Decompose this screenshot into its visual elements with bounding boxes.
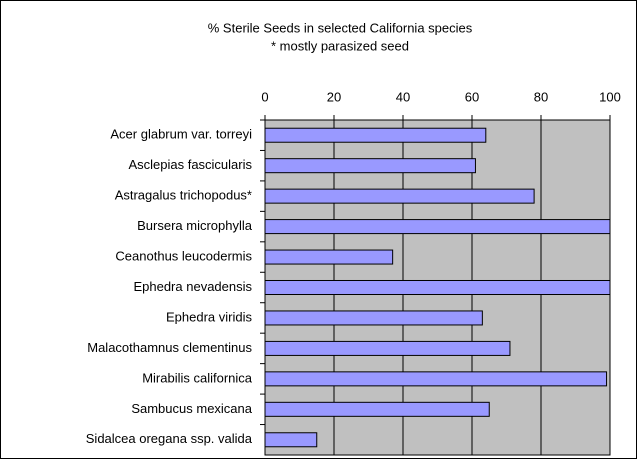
y-tick-label: Bursera microphylla [137,218,253,233]
x-tick-label: 60 [465,89,479,104]
bar [264,219,611,235]
y-tick-label: Ephedra viridis [166,309,252,324]
x-tick-label: 100 [599,89,621,104]
bar [264,310,483,326]
y-tick-label: Sambucus mexicana [131,401,252,416]
x-tick-label: 20 [327,89,341,104]
x-tick-label: 40 [396,89,410,104]
chart-title: % Sterile Seeds in selected California s… [208,20,473,35]
y-tick-label: Acer glabrum var. torreyi [110,127,252,142]
bar [264,127,487,143]
chart-subtitle: * mostly parasized seed [271,38,409,53]
bar [264,371,608,387]
bar [264,249,394,265]
bar [264,432,318,448]
bar [264,340,511,356]
y-tick-label: Malacothamnus clementinus [87,340,252,355]
y-tick-label: Ceanothus leucodermis [115,248,252,263]
bar [264,279,611,296]
y-tick-label: Ephedra nevadensis [133,279,252,294]
bar [264,401,490,417]
y-tick-label: Sidalcea oregana ssp. valida [86,431,253,446]
x-tick-label: 0 [261,89,268,104]
bar [264,188,535,204]
y-tick-label: Asclepias fascicularis [128,157,252,172]
x-tick-label: 80 [534,89,548,104]
y-tick-label: Mirabilis californica [142,370,253,385]
bar [264,158,476,174]
y-tick-label: Astragalus trichopodus* [115,188,252,203]
